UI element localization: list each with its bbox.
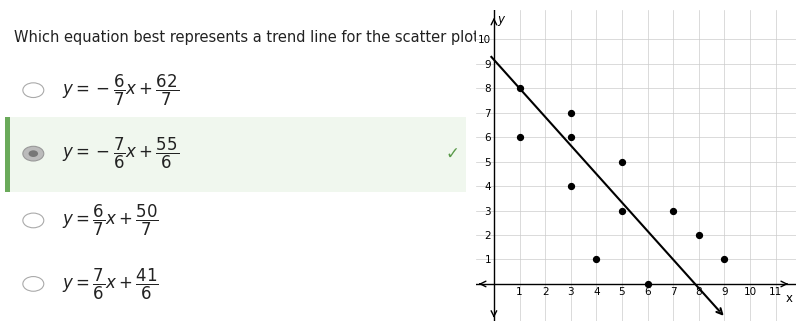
Circle shape	[23, 277, 44, 291]
Point	[692, 232, 705, 238]
Circle shape	[29, 150, 38, 157]
Point	[615, 159, 628, 164]
Text: $y = -\dfrac{6}{7}x + \dfrac{62}{7}$: $y = -\dfrac{6}{7}x + \dfrac{62}{7}$	[62, 72, 179, 108]
Circle shape	[23, 83, 44, 98]
Point	[564, 135, 577, 140]
Circle shape	[23, 213, 44, 228]
Circle shape	[23, 146, 44, 161]
Point	[590, 257, 602, 262]
Text: ✓: ✓	[446, 145, 459, 163]
FancyBboxPatch shape	[5, 117, 466, 192]
Point	[615, 208, 628, 213]
Bar	[5, 117, 10, 192]
Point	[641, 281, 654, 287]
Text: $y = \dfrac{7}{6}x + \dfrac{41}{6}$: $y = \dfrac{7}{6}x + \dfrac{41}{6}$	[62, 266, 158, 302]
Text: x: x	[786, 292, 793, 305]
Text: Which equation best represents a trend line for the scatter plot?: Which equation best represents a trend l…	[14, 30, 486, 45]
Point	[564, 183, 577, 189]
Point	[513, 86, 526, 91]
Point	[718, 257, 730, 262]
Text: $y = -\dfrac{7}{6}x + \dfrac{55}{6}$: $y = -\dfrac{7}{6}x + \dfrac{55}{6}$	[62, 136, 179, 171]
Point	[513, 135, 526, 140]
Text: $y = \dfrac{6}{7}x + \dfrac{50}{7}$: $y = \dfrac{6}{7}x + \dfrac{50}{7}$	[62, 203, 158, 238]
Point	[564, 110, 577, 116]
Text: y: y	[498, 13, 505, 26]
Point	[666, 208, 679, 213]
